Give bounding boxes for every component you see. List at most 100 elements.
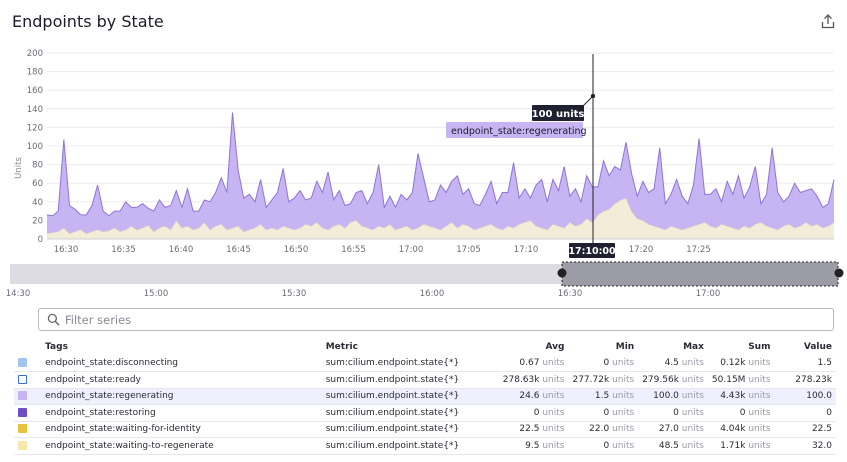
series-color-swatch[interactable]: [18, 440, 27, 450]
legend-value-value: 100.0: [806, 391, 832, 402]
series-color-swatch[interactable]: [18, 358, 27, 367]
legend-avg-value: 0: [533, 407, 540, 418]
legend-row[interactable]: endpoint_state:ready sum:cilium.endpoint.…: [14, 372, 836, 389]
legend-swatch-cell: [14, 421, 41, 438]
series-color-swatch[interactable]: [18, 407, 27, 417]
legend-avg-value: 22.5: [519, 424, 540, 435]
legend-header-tags[interactable]: Tags: [45, 341, 68, 352]
legend-unit: units: [612, 391, 635, 402]
legend-value-value: 278.23k: [795, 374, 832, 385]
x-tick-label: 16:50: [284, 245, 309, 255]
legend-max-value: 100.0: [653, 391, 679, 402]
legend-min-value: 277.72k: [572, 374, 610, 385]
legend-value: 1.5: [774, 355, 836, 372]
panel-title: Endpoints by State: [12, 12, 164, 31]
hover-crosshair: [581, 54, 596, 246]
series-color-swatch[interactable]: [18, 374, 27, 384]
legend-sum: 0.12k units: [708, 355, 775, 372]
legend-metric: sum:cilium.endpoint.state{*}: [325, 374, 460, 385]
legend-unit: units: [612, 440, 635, 451]
legend-avg: 278.63k units: [494, 372, 569, 389]
series-layer: [46, 112, 835, 240]
legend-header-min[interactable]: Min: [615, 341, 635, 352]
series-area: [47, 112, 834, 234]
legend-metric: sum:cilium.endpoint.state{*}: [325, 391, 460, 402]
y-tick-label: 180: [27, 68, 43, 78]
legend-avg-value: 24.6: [519, 391, 540, 402]
legend-tag: endpoint_state:ready: [45, 374, 141, 385]
legend-row[interactable]: endpoint_state:regenerating sum:cilium.en…: [14, 388, 836, 405]
legend-header-metric[interactable]: Metric: [325, 341, 358, 352]
series-color-swatch[interactable]: [18, 424, 27, 434]
legend-unit: units: [748, 424, 771, 435]
filter-series-box[interactable]: [38, 308, 834, 331]
navigator-selection[interactable]: [561, 261, 839, 287]
x-tick-label: 17:05: [456, 245, 481, 255]
legend-max-value: 4.5: [664, 358, 679, 368]
legend-header-max[interactable]: Max: [683, 341, 704, 352]
navigator[interactable]: [10, 261, 844, 287]
tooltip-time: 17:10:00: [568, 243, 616, 258]
legend-min-value: 0: [603, 358, 610, 368]
legend-min: 22.0 units: [568, 421, 638, 438]
legend-max-value: 48.5: [658, 440, 679, 451]
legend-header-value[interactable]: Value: [803, 341, 832, 352]
legend-row[interactable]: endpoint_state:disconnecting sum:cilium.e…: [14, 355, 836, 372]
navigator-tick-label: 15:30: [282, 289, 307, 299]
legend-unit: units: [612, 358, 635, 368]
y-tick-label: 60: [32, 179, 43, 189]
legend-unit: units: [748, 407, 771, 418]
legend-avg-value: 278.63k: [502, 374, 540, 385]
tooltip-value: 100 units: [532, 105, 584, 121]
legend-sum: 4.43k units: [708, 388, 775, 405]
legend-value: 278.23k: [774, 372, 836, 389]
legend-value: 100.0: [774, 388, 836, 405]
navigator-tick-label: 14:30: [6, 289, 31, 299]
legend-avg-value: 9.5: [525, 440, 540, 451]
legend-min: 0 units: [568, 355, 638, 372]
x-tick-label: 16:30: [54, 245, 79, 255]
series-line: [46, 112, 835, 217]
tooltip-series-text: endpoint_state:regenerating: [451, 126, 587, 137]
legend-sum: 50.15M units: [708, 372, 775, 389]
legend-row[interactable]: endpoint_state:waiting-for-identity sum:c…: [14, 421, 836, 438]
legend-unit: units: [681, 407, 704, 418]
legend-sum: 1.71k units: [708, 438, 775, 455]
legend-unit: units: [542, 440, 565, 451]
search-icon: [47, 313, 60, 326]
legend-row[interactable]: endpoint_state:waiting-to-regenerate sum:…: [14, 438, 836, 455]
navigator-tick-label: 15:00: [144, 289, 169, 299]
legend-unit: units: [612, 424, 635, 435]
legend-tag: endpoint_state:waiting-for-identity: [45, 424, 201, 435]
tooltip-series: endpoint_state:regenerating: [446, 122, 587, 138]
legend-unit: units: [542, 424, 565, 435]
legend-unit: units: [748, 440, 771, 451]
legend-sum-value: 50.15M: [711, 374, 746, 385]
legend-unit: units: [681, 374, 704, 385]
x-tick-label: 17:25: [686, 245, 711, 255]
series-color-swatch[interactable]: [18, 391, 27, 401]
series-area: [47, 198, 834, 239]
legend-swatch-cell: [14, 372, 41, 389]
filter-series-input[interactable]: [65, 311, 825, 329]
legend-unit: units: [542, 391, 565, 402]
legend-header-avg[interactable]: Avg: [545, 341, 565, 352]
legend-avg: 0.67 units: [494, 355, 569, 372]
y-tick-label: 0: [38, 235, 43, 245]
navigator-tick-label: 16:30: [558, 289, 583, 299]
legend-row[interactable]: endpoint_state:restoring sum:cilium.endpo…: [14, 405, 836, 422]
legend-value-value: 0: [826, 407, 832, 418]
legend-header-sum[interactable]: Sum: [748, 341, 771, 352]
legend-sum: 4.04k units: [708, 421, 775, 438]
x-tick-label: 17:10: [514, 245, 539, 255]
legend-unit: units: [681, 440, 704, 451]
legend-max-value: 0: [673, 407, 679, 418]
legend-avg: 0 units: [494, 405, 569, 422]
navigator-left-handle[interactable]: [557, 268, 567, 278]
navigator-tick-label: 17:00: [696, 289, 721, 299]
legend-max: 279.56k units: [638, 372, 708, 389]
export-icon[interactable]: [818, 12, 838, 32]
navigator-right-handle[interactable]: [834, 268, 844, 278]
legend-header-swatch: [14, 338, 41, 355]
